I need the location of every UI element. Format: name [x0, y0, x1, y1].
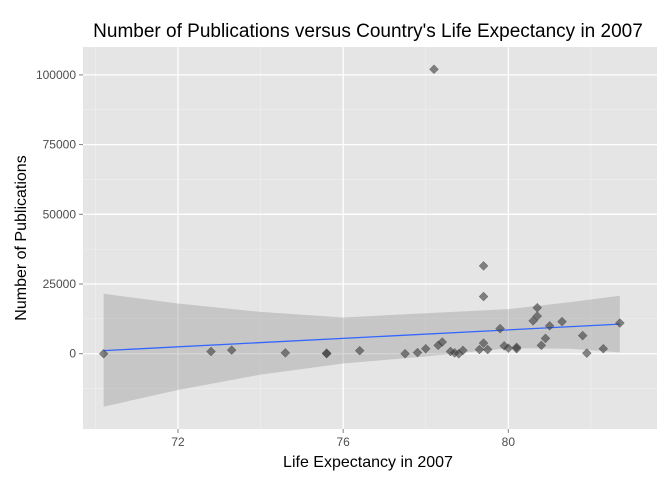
x-axis-title: Life Expectancy in 2007	[283, 454, 453, 471]
data-point	[420, 343, 431, 354]
data-point	[98, 348, 109, 359]
data-point	[412, 347, 423, 358]
y-tick-label: 50000	[43, 207, 77, 221]
data-point	[544, 320, 555, 331]
data-point	[532, 302, 543, 313]
y-tick-label: 25000	[43, 277, 77, 291]
data-point	[614, 318, 625, 328]
major-grid	[83, 47, 657, 429]
data-point	[206, 346, 216, 357]
y-tick-label: 100000	[36, 68, 76, 82]
data-point	[458, 345, 468, 356]
data-point	[474, 344, 485, 355]
data-points	[98, 64, 625, 359]
data-point	[478, 291, 489, 302]
chart-title: Number of Publications versus Country's …	[93, 21, 643, 42]
data-point	[577, 330, 588, 341]
data-point	[437, 337, 448, 347]
trend-line	[103, 323, 620, 352]
y-axis-ticks: 0 25000 50000 75000 100000	[36, 68, 83, 361]
data-point	[280, 348, 291, 358]
data-point	[536, 340, 547, 351]
data-point	[478, 338, 489, 348]
data-point	[540, 333, 551, 344]
x-tick-label: 76	[336, 435, 350, 449]
data-point	[598, 343, 609, 354]
data-point	[321, 348, 332, 359]
x-tick-label: 72	[171, 435, 185, 449]
x-tick-label: 80	[502, 435, 516, 449]
y-tick-label: 75000	[43, 138, 77, 152]
data-point	[478, 261, 489, 271]
data-point	[429, 64, 439, 75]
x-axis-ticks: 72 76 80	[171, 429, 515, 449]
y-axis-title: Number of Publications	[13, 155, 30, 320]
plot-panel	[83, 47, 657, 429]
data-point	[532, 311, 543, 321]
data-point	[354, 345, 365, 356]
data-point	[226, 345, 237, 355]
data-point	[511, 343, 522, 354]
data-point	[557, 316, 567, 327]
data-point	[495, 323, 505, 334]
data-point	[400, 348, 410, 359]
data-point	[482, 344, 493, 355]
y-tick-label: 0	[69, 347, 76, 361]
data-point	[503, 343, 514, 353]
data-point	[581, 348, 592, 359]
